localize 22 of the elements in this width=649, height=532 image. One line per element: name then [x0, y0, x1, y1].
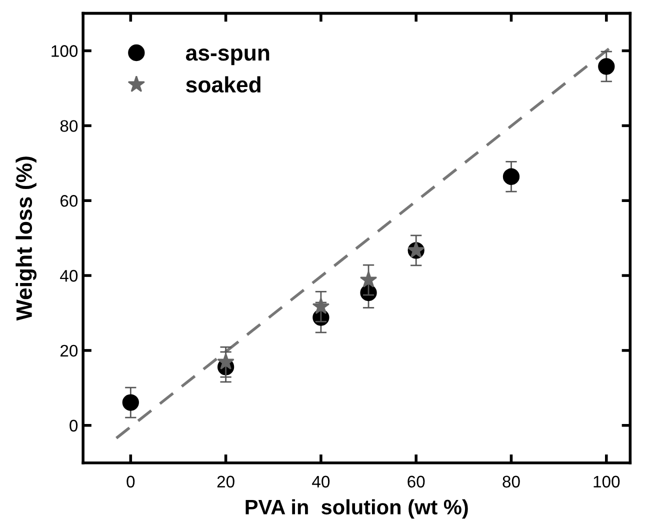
- point: [598, 58, 615, 75]
- legend-label: as-spun: [186, 48, 270, 66]
- x-tick-label: 20: [217, 476, 234, 488]
- x-axis-title: PVA in solution (wt %): [246, 499, 468, 519]
- y-tick-label: 60: [60, 195, 78, 207]
- y-tick-label: 40: [60, 270, 78, 282]
- y-tick-label: 80: [60, 120, 78, 132]
- legend-label: soaked: [186, 76, 260, 93]
- x-tick-label: 100: [594, 476, 620, 488]
- x-tick-label: 0: [126, 476, 135, 488]
- y-tick-label: 20: [60, 344, 78, 357]
- point: [312, 298, 330, 314]
- point: [360, 271, 378, 288]
- x-tick-label: 60: [408, 476, 425, 488]
- point: [217, 353, 234, 370]
- point: [122, 394, 139, 411]
- y-axis-title: Weight loss (%): [16, 156, 37, 321]
- x-tick-label: 80: [502, 476, 520, 488]
- x-tick-label: 40: [312, 476, 330, 488]
- y-tick-label: 0: [70, 420, 78, 432]
- y-tick-label: 100: [52, 45, 78, 57]
- point: [502, 168, 520, 185]
